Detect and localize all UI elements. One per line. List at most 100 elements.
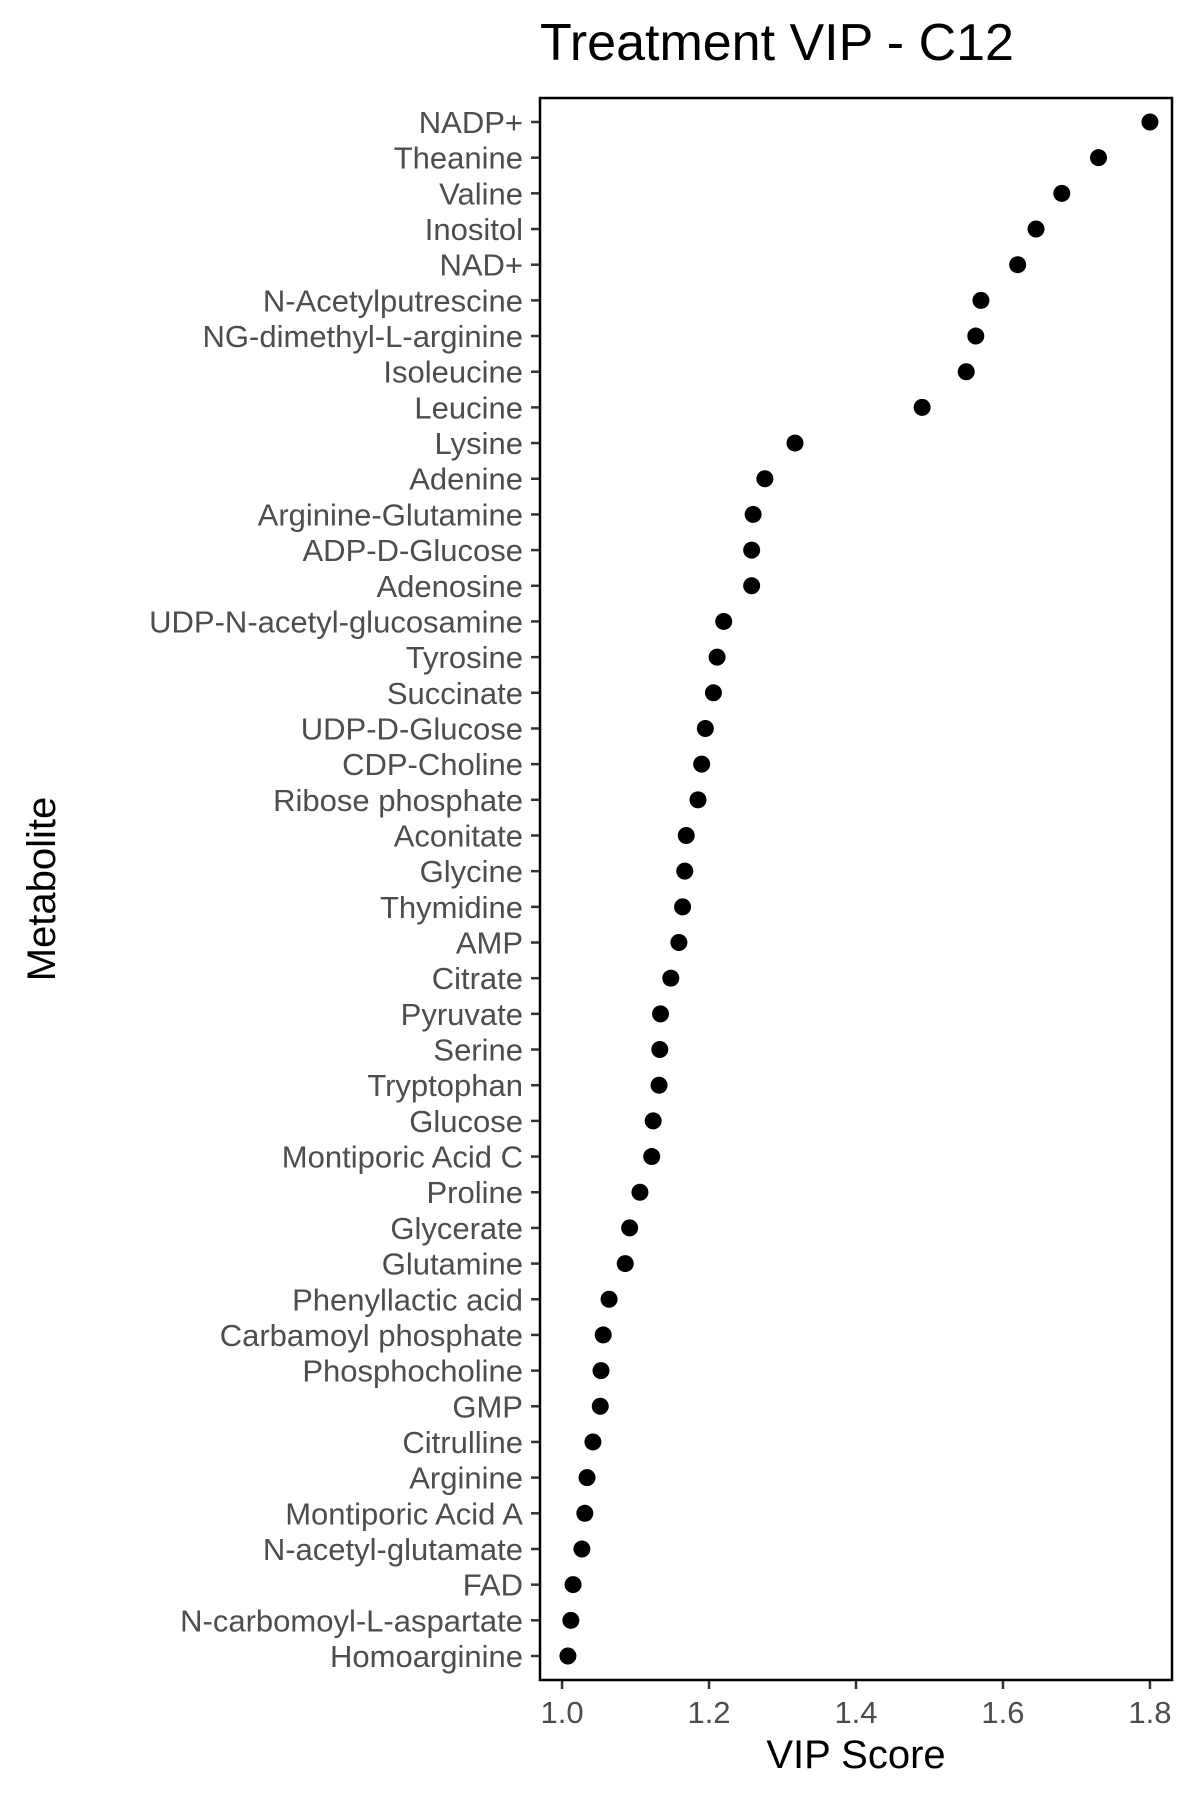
y-tick-label: Glycerate [390,1211,523,1246]
data-point [621,1219,639,1237]
y-tick-label: Carbamoyl phosphate [220,1318,523,1353]
y-tick-label: Phosphocholine [302,1354,523,1389]
data-point [743,541,761,559]
data-point [715,612,733,630]
data-point [591,1397,609,1415]
y-axis-title: Metabolite [20,797,64,982]
data-point [600,1290,618,1308]
data-point [708,648,726,666]
y-axis: NADP+TheanineValineInositolNAD+N-Acetylp… [149,105,540,1674]
y-tick-label: Arginine [409,1461,523,1496]
y-tick-label: N-carbomoyl-L-aspartate [180,1603,523,1638]
data-point [564,1576,582,1594]
data-point [592,1362,610,1380]
data-point [662,969,680,987]
data-point [650,1076,668,1094]
y-tick-label: Tryptophan [367,1068,523,1103]
data-point [957,363,975,381]
x-tick-label: 1.0 [540,1695,583,1730]
y-tick-label: Isoleucine [383,355,523,390]
y-tick-label: Glucose [409,1104,523,1139]
data-point [1053,184,1071,202]
data-point [786,434,804,452]
x-tick-label: 1.6 [981,1695,1024,1730]
y-tick-label: Thymidine [380,890,523,925]
data-point [704,684,722,702]
data-point [559,1647,577,1665]
y-tick-label: Adenine [409,462,523,497]
y-tick-label: Ribose phosphate [273,783,523,818]
data-point [744,505,762,523]
data-point [693,755,711,773]
chart-title: Treatment VIP - C12 [540,14,1014,72]
y-tick-label: Homoarginine [330,1639,523,1674]
plot-panel-border [538,96,1174,1682]
y-tick-label: Pyruvate [401,997,523,1032]
data-point [578,1469,596,1487]
x-tick-label: 1.2 [687,1695,730,1730]
y-tick-label: Lysine [435,426,523,461]
y-tick-label: NADP+ [419,105,523,140]
data-point [1027,220,1045,238]
data-point [913,398,931,416]
y-tick-label: Phenyllactic acid [292,1282,523,1317]
y-tick-label: ADP-D-Glucose [303,533,524,568]
data-point [651,1041,669,1059]
y-tick-label: Glutamine [382,1247,523,1282]
data-point [1090,149,1108,167]
y-tick-label: NAD+ [439,248,523,283]
y-tick-label: Montiporic Acid C [282,1140,523,1175]
y-tick-label: GMP [452,1389,523,1424]
y-tick-label: Citrulline [402,1425,523,1460]
data-point [631,1183,649,1201]
y-tick-label: UDP-D-Glucose [301,711,523,746]
y-tick-label: Glycine [420,854,523,889]
y-tick-label: Succinate [387,676,523,711]
data-point [576,1504,594,1522]
y-tick-label: N-Acetylputrescine [263,283,523,318]
data-point [573,1540,591,1558]
y-tick-label: Adenosine [376,569,523,604]
y-tick-label: Inositol [425,212,523,247]
y-tick-label: Aconitate [394,818,523,853]
y-tick-label: Arginine-Glutamine [258,497,523,532]
data-point [967,327,985,345]
data-point [674,898,692,916]
data-points [559,113,1159,1665]
x-tick-label: 1.8 [1128,1695,1171,1730]
y-tick-label: Serine [433,1033,523,1068]
y-tick-label: N-acetyl-glutamate [263,1532,523,1567]
y-tick-label: Tyrosine [406,640,523,675]
y-tick-label: UDP-N-acetyl-glucosamine [149,604,523,639]
y-tick-label: CDP-Choline [342,747,523,782]
data-point [594,1326,612,1344]
data-point [676,862,694,880]
y-tick-label: AMP [456,926,523,961]
data-point [972,291,990,309]
x-axis-title: VIP Score [766,1733,945,1777]
data-point [643,1148,661,1166]
data-point [696,719,714,737]
data-point [743,577,761,595]
data-point [677,826,695,844]
data-point [670,934,688,952]
data-point [756,470,774,488]
data-point [562,1611,580,1629]
x-tick-label: 1.4 [834,1695,877,1730]
x-axis: 1.0 1.2 1.4 1.6 1.8 [540,1680,1172,1730]
y-tick-label: Theanine [394,141,523,176]
data-point [584,1433,602,1451]
y-tick-label: Valine [439,176,523,211]
y-tick-label: Montiporic Acid A [285,1496,523,1531]
y-tick-label: Citrate [432,961,523,996]
data-point [644,1112,662,1130]
data-point [652,1005,670,1023]
data-point [1141,113,1159,131]
y-tick-label: FAD [463,1568,523,1603]
y-tick-label: NG-dimethyl-L-arginine [203,319,523,354]
data-point [689,791,707,809]
data-point [616,1255,634,1273]
y-tick-label: Leucine [414,390,523,425]
data-point [1009,256,1027,274]
